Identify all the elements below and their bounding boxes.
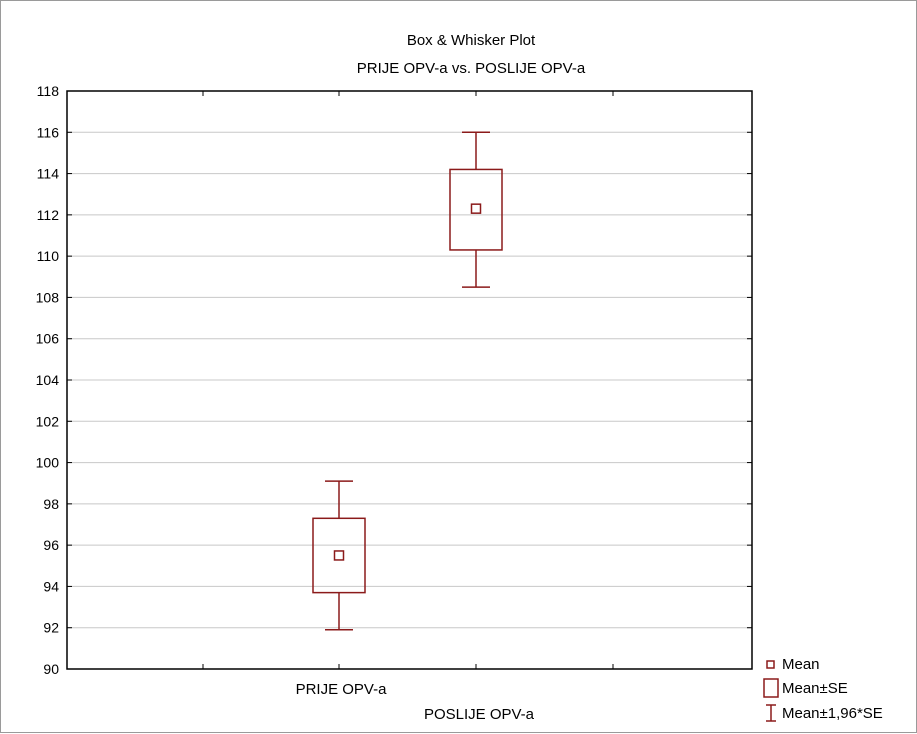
y-tick-label: 118 (37, 83, 60, 99)
y-tick-label: 94 (43, 578, 59, 594)
mean-marker (470, 203, 482, 214)
y-tick-label: 116 (37, 124, 60, 140)
legend: Mean Mean±SE Mean±1,96*SE (763, 656, 883, 722)
y-tick-label: 102 (36, 413, 60, 429)
y-tick-label: 98 (43, 496, 59, 512)
se-box (449, 168, 503, 251)
legend-label: Mean (782, 656, 820, 673)
se-box (312, 517, 366, 594)
legend-mean-icon (766, 660, 775, 669)
y-tick-label: 114 (37, 166, 60, 182)
y-tick-label: 90 (43, 661, 59, 677)
legend-label: Mean±SE (782, 680, 848, 697)
y-tick-label: 108 (36, 289, 60, 305)
grid-lines (67, 131, 752, 629)
chart-title: Box & Whisker Plot (407, 32, 536, 49)
axis-ticks: 90 92 94 96 98 100 102 104 106 108 110 112 114 116 118… (36, 83, 752, 723)
box-group (449, 131, 503, 288)
legend-box-icon (763, 678, 779, 698)
y-tick-label: 106 (36, 331, 60, 347)
chart-subtitle: PRIJE OPV-a vs. POSLIJE OPV-a (357, 60, 586, 77)
x-tick-label: POSLIJE OPV-a (424, 706, 535, 723)
legend-whisker-icon (766, 704, 776, 722)
y-tick-label: 92 (43, 620, 59, 636)
mean-marker (333, 550, 345, 561)
data-marks (312, 131, 503, 631)
legend-label: Mean±1,96*SE (782, 705, 883, 722)
y-tick-label: 100 (36, 455, 60, 471)
y-tick-label: 112 (37, 207, 60, 223)
y-tick-label: 104 (36, 372, 60, 388)
box-group (312, 480, 366, 631)
y-tick-label: 96 (43, 537, 59, 553)
x-tick-label: PRIJE OPV-a (296, 681, 388, 698)
y-tick-label: 110 (37, 248, 60, 264)
